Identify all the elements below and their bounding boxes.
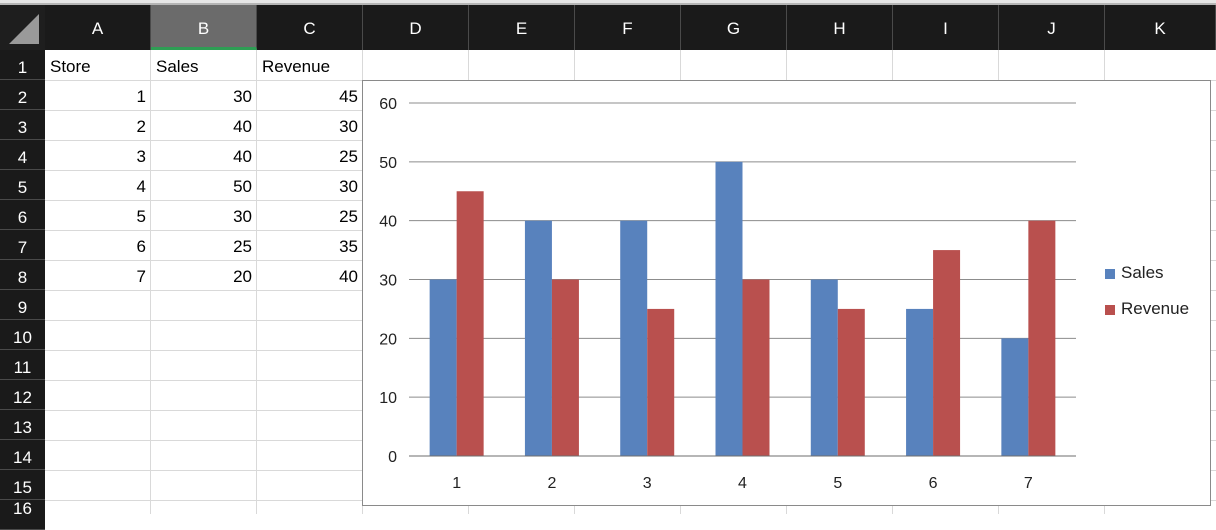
column-header-e[interactable]: E xyxy=(469,5,575,50)
bar-revenue-3[interactable] xyxy=(647,308,675,456)
cell-a4[interactable]: 3 xyxy=(136,147,146,166)
x-tick-label: 4 xyxy=(738,475,747,492)
x-tick-label: 3 xyxy=(643,475,652,492)
bar-sales-4[interactable] xyxy=(715,161,743,456)
bar-revenue-5[interactable] xyxy=(837,308,865,456)
cell-c4[interactable]: 25 xyxy=(339,147,358,166)
row-header-2[interactable]: 2 xyxy=(0,80,45,110)
row-header-11[interactable]: 11 xyxy=(0,350,45,380)
cell-c6[interactable]: 25 xyxy=(339,207,358,226)
bar-revenue-7[interactable] xyxy=(1028,220,1056,456)
legend-swatch xyxy=(1105,305,1115,315)
y-tick-label: 60 xyxy=(379,96,397,113)
row-header-5[interactable]: 5 xyxy=(0,170,45,200)
chart-plot: 0 10 20 30 40 50 60 1 2 3 4 5 6 7 xyxy=(379,96,1076,492)
y-tick-label: 30 xyxy=(379,273,397,290)
x-tick-label: 6 xyxy=(929,475,938,492)
cell-a1[interactable]: Store xyxy=(50,57,91,76)
row-header-4[interactable]: 4 xyxy=(0,140,45,170)
toolbar-divider xyxy=(0,3,1216,5)
column-header-i[interactable]: I xyxy=(893,5,999,50)
cell-a6[interactable]: 5 xyxy=(136,207,146,226)
bar-sales-1[interactable] xyxy=(429,279,457,457)
y-tick-label: 20 xyxy=(379,331,397,348)
cell-a7[interactable]: 6 xyxy=(136,237,146,256)
cell-b5[interactable]: 50 xyxy=(233,177,252,196)
bar-revenue-2[interactable] xyxy=(551,279,579,457)
legend-label: Revenue xyxy=(1121,299,1190,318)
row-header-10[interactable]: 10 xyxy=(0,320,45,350)
bar-revenue-1[interactable] xyxy=(456,191,484,456)
column-header-k[interactable]: K xyxy=(1105,5,1216,50)
cell-a2[interactable]: 1 xyxy=(136,87,146,106)
legend-swatch xyxy=(1105,269,1115,279)
row-header-9[interactable]: 9 xyxy=(0,290,45,320)
select-all-button[interactable] xyxy=(0,5,45,50)
row-header-3[interactable]: 3 xyxy=(0,110,45,140)
cell-b2[interactable]: 30 xyxy=(233,87,252,106)
bar-sales-3[interactable] xyxy=(620,220,648,456)
column-header-b[interactable]: B xyxy=(151,5,257,50)
row-header-16[interactable]: 16 xyxy=(0,500,45,530)
cell-c5[interactable]: 30 xyxy=(339,177,358,196)
embedded-bar-chart[interactable]: 0 10 20 30 40 50 60 1 2 3 4 5 6 7 Sales Revenue xyxy=(362,80,1211,506)
x-tick-label: 1 xyxy=(452,475,461,492)
cell-b7[interactable]: 25 xyxy=(233,237,252,256)
toolbar-edge xyxy=(0,0,1216,3)
row-header-7[interactable]: 7 xyxy=(0,230,45,260)
bar-revenue-6[interactable] xyxy=(933,250,961,456)
cell-b1[interactable]: Sales xyxy=(156,57,199,76)
gridline-vertical xyxy=(150,50,151,514)
column-header-d[interactable]: D xyxy=(363,5,469,50)
column-header-c[interactable]: C xyxy=(257,5,363,50)
cell-c1[interactable]: Revenue xyxy=(262,57,331,76)
cell-c7[interactable]: 35 xyxy=(339,237,358,256)
cell-b8[interactable]: 20 xyxy=(233,267,252,286)
legend-label: Sales xyxy=(1121,263,1164,282)
gridline-vertical xyxy=(256,50,257,514)
column-header-a[interactable]: A xyxy=(45,5,151,50)
bar-sales-7[interactable] xyxy=(1001,338,1029,456)
cell-a3[interactable]: 2 xyxy=(136,117,146,136)
select-all-icon xyxy=(9,14,39,44)
column-header-g[interactable]: G xyxy=(681,5,787,50)
cell-c3[interactable]: 30 xyxy=(339,117,358,136)
cell-b4[interactable]: 40 xyxy=(233,147,252,166)
y-tick-label: 0 xyxy=(388,449,397,466)
cell-a8[interactable]: 7 xyxy=(136,267,146,286)
cell-b3[interactable]: 40 xyxy=(233,117,252,136)
cell-b6[interactable]: 30 xyxy=(233,207,252,226)
cell-c8[interactable]: 40 xyxy=(339,267,358,286)
x-tick-label: 2 xyxy=(547,475,556,492)
x-tick-label: 5 xyxy=(833,475,842,492)
cell-c2[interactable]: 45 xyxy=(339,87,358,106)
column-header-j[interactable]: J xyxy=(999,5,1105,50)
bar-sales-5[interactable] xyxy=(810,279,838,457)
bar-revenue-4[interactable] xyxy=(742,279,770,457)
x-tick-label: 7 xyxy=(1024,475,1033,492)
row-header-8[interactable]: 8 xyxy=(0,260,45,290)
row-header-15[interactable]: 15 xyxy=(0,470,45,500)
row-header-13[interactable]: 13 xyxy=(0,410,45,440)
bar-sales-6[interactable] xyxy=(906,308,934,456)
y-tick-label: 10 xyxy=(379,390,397,407)
row-header-1[interactable]: 1 xyxy=(0,50,45,80)
row-header-14[interactable]: 14 xyxy=(0,440,45,470)
bar-sales-2[interactable] xyxy=(524,220,552,456)
y-tick-label: 50 xyxy=(379,155,397,172)
column-header-h[interactable]: H xyxy=(787,5,893,50)
row-header-12[interactable]: 12 xyxy=(0,380,45,410)
column-header-f[interactable]: F xyxy=(575,5,681,50)
y-tick-label: 40 xyxy=(379,214,397,231)
row-header-6[interactable]: 6 xyxy=(0,200,45,230)
cell-a5[interactable]: 4 xyxy=(136,177,146,196)
